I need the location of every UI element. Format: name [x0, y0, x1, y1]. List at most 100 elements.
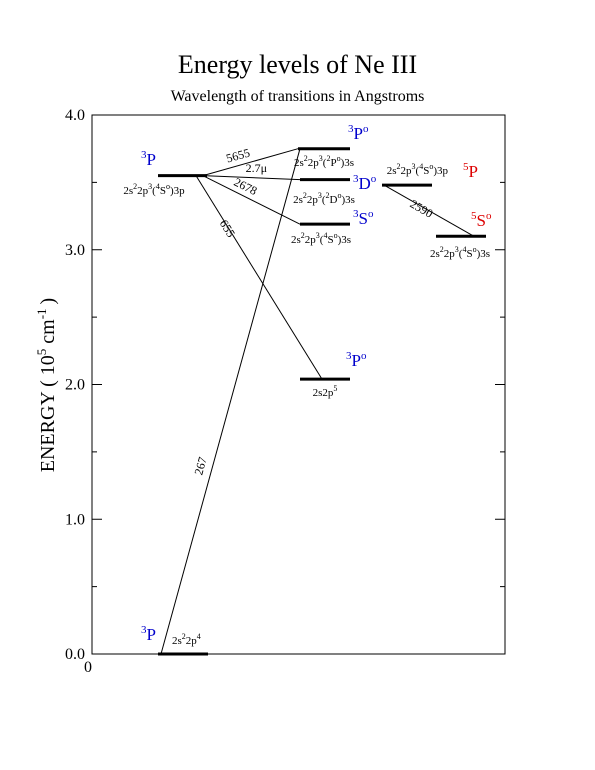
term-multiplicity: 5 [463, 161, 469, 173]
config-superscript: 4 [197, 632, 201, 641]
transition-line [202, 175, 301, 225]
config-superscript: 4 [156, 182, 160, 191]
config-text: ( [152, 185, 156, 197]
level-configuration: 2s22p3(4So)3s [430, 245, 490, 260]
y-axis-label: ENERGY ( 105 cm-1) [34, 298, 59, 472]
term-multiplicity: 3 [141, 624, 147, 636]
config-text: D [330, 194, 338, 206]
config-text: )3s [338, 234, 351, 246]
config-superscript: o [337, 191, 341, 200]
config-text: )3s [477, 248, 490, 260]
level-configuration: 2s22p3(4So)3p [387, 162, 449, 177]
config-superscript: 2 [303, 191, 307, 200]
level-configuration: 2s22p4 [172, 632, 201, 647]
config-text: )3p [433, 165, 448, 177]
y-tick-label: 2.0 [65, 377, 85, 394]
term-letter: P [147, 150, 156, 169]
config-text: 2s [123, 185, 133, 197]
transition-label: 5655 [225, 146, 252, 166]
config-text: )3p [170, 185, 185, 197]
term-parity: o [371, 173, 377, 185]
level-configuration: 2s22p3(4So)3p [123, 182, 185, 197]
term-symbol: 3Po [346, 350, 367, 370]
transition-label: 2.7μ [246, 161, 267, 175]
term-symbol: 3So [353, 208, 374, 228]
level-configuration: 2s22p3(2Do)3s [293, 191, 355, 206]
config-superscript: 2 [182, 632, 186, 641]
config-text: 2s [294, 157, 304, 169]
config-text: ( [320, 234, 324, 246]
config-superscript: o [473, 245, 477, 254]
term-parity: o [368, 208, 374, 220]
y-axis-ticks: 0.0 1.0 2.0 3.0 4.0 [65, 107, 505, 663]
config-text: ( [322, 194, 326, 206]
config-superscript: o [166, 182, 170, 191]
config-text: 2p [308, 157, 320, 169]
term-multiplicity: 3 [353, 173, 359, 185]
term-parity: o [486, 210, 492, 222]
transition-line [160, 148, 301, 655]
config-superscript: 2 [304, 154, 308, 163]
y-tick-label: 3.0 [65, 242, 85, 259]
term-symbol: 3Po [348, 123, 369, 143]
level-configuration: 2s22p3(4So)3s [291, 231, 351, 246]
term-multiplicity: 3 [346, 350, 352, 362]
config-text: 2p [307, 194, 319, 206]
term-letter: P [352, 351, 361, 370]
diagram-title: Energy levels of Ne III [177, 50, 418, 79]
transition-label: 2590 [408, 197, 436, 221]
term-letter: P [147, 625, 156, 644]
config-superscript: 3 [412, 162, 416, 171]
config-superscript: 2 [133, 182, 137, 191]
term-multiplicity: 5 [471, 210, 477, 222]
config-text: ( [459, 248, 463, 260]
config-superscript: 4 [323, 231, 327, 240]
config-superscript: 3 [316, 231, 320, 240]
term-multiplicity: 3 [353, 208, 359, 220]
config-text: 2s2p [313, 387, 334, 399]
y-axis-label-unit: cm [37, 319, 59, 349]
config-text: P [330, 157, 336, 169]
energy-levels: 3P 2s22p43Po2s2p53P2s22p3(4So)3p3Po2s22p3… [123, 123, 492, 656]
level-configuration: 2s2p5 [313, 384, 338, 399]
y-tick-label: 0.0 [65, 646, 85, 663]
y-axis-label-main: ENERGY ( 10 [37, 355, 59, 472]
term-letter: S [477, 211, 486, 230]
term-letter: S [359, 209, 368, 228]
term-symbol: 5So [471, 210, 492, 230]
transition-line [202, 175, 301, 181]
term-letter: D [359, 174, 371, 193]
transition-line [383, 184, 475, 237]
term-symbol: 3P [141, 624, 156, 644]
config-superscript: 2 [440, 245, 444, 254]
config-text: 2p [137, 185, 149, 197]
config-text: 2p [401, 165, 413, 177]
x-axis-zero-label: 0 [84, 659, 92, 676]
config-text: 2s [293, 194, 303, 206]
config-text: 2s [172, 635, 182, 647]
term-parity: o [363, 123, 369, 135]
term-letter: P [469, 162, 478, 181]
transition-label: 655 [217, 217, 238, 240]
y-axis-label-exp2: -1 [34, 308, 49, 319]
config-superscript: 2 [326, 154, 330, 163]
transition-line [195, 175, 323, 380]
y-tick-label: 1.0 [65, 511, 85, 528]
config-text: )3s [341, 194, 354, 206]
config-text: 2p [186, 635, 198, 647]
config-text: S [160, 185, 166, 197]
config-text: 2s [430, 248, 440, 260]
config-superscript: o [337, 154, 341, 163]
config-text: 2s [387, 165, 397, 177]
y-tick-label: 4.0 [65, 107, 85, 124]
config-superscript: 2 [326, 191, 330, 200]
config-text: 2p [305, 234, 317, 246]
term-parity: o [361, 350, 367, 362]
y-axis-label-end: ) [37, 298, 59, 305]
config-superscript: 3 [319, 154, 323, 163]
config-text: )3s [341, 157, 354, 169]
config-superscript: 3 [455, 245, 459, 254]
